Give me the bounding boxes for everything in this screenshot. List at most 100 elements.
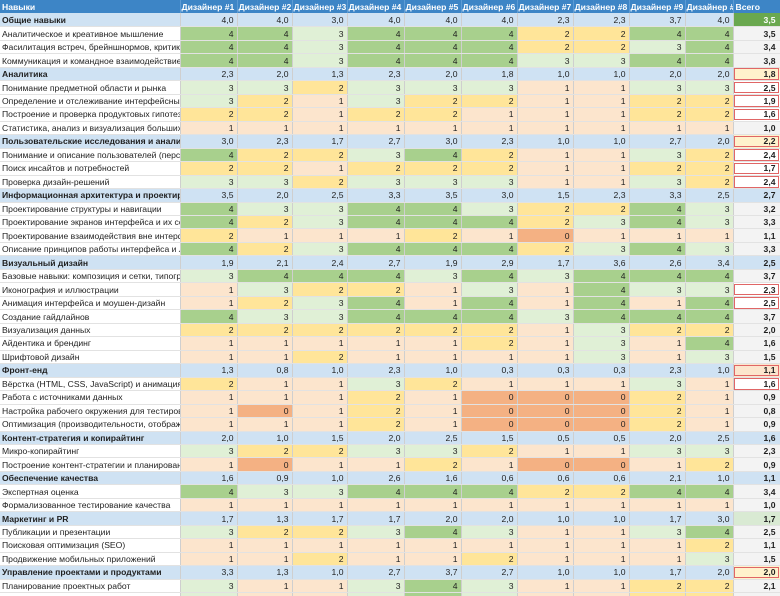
score-cell[interactable]: 2 — [237, 215, 293, 230]
score-cell[interactable]: 3 — [237, 80, 293, 95]
score-cell[interactable]: 0,6 — [573, 471, 630, 486]
score-cell[interactable]: 1 — [685, 390, 734, 405]
skill-label[interactable]: Коммуникация и командное взаимодействие — [0, 53, 181, 68]
score-cell[interactable]: 1 — [347, 498, 405, 513]
total-cell[interactable]: 0,9 — [733, 457, 780, 472]
score-cell[interactable]: 2 — [404, 457, 462, 472]
score-cell[interactable]: 4 — [404, 242, 462, 257]
score-cell[interactable]: 1,5 — [292, 431, 348, 445]
score-cell[interactable]: 2 — [461, 444, 518, 459]
score-cell[interactable]: 3 — [292, 296, 348, 311]
total-cell[interactable]: 1,6 — [733, 377, 780, 392]
score-cell[interactable]: 1 — [517, 121, 574, 136]
score-cell[interactable]: 1,3 — [237, 511, 293, 526]
score-cell[interactable]: 1,7 — [629, 511, 686, 526]
score-cell[interactable]: 1 — [347, 538, 405, 553]
score-cell[interactable]: 4 — [629, 242, 686, 257]
score-cell[interactable]: 1 — [237, 121, 293, 136]
skill-label[interactable]: Айдентика и брендинг — [0, 336, 181, 351]
score-cell[interactable]: 3 — [292, 202, 348, 217]
score-cell[interactable]: 2 — [685, 538, 734, 553]
score-cell[interactable]: 1 — [347, 228, 405, 243]
score-cell[interactable]: 2,0 — [237, 188, 293, 203]
score-cell[interactable]: 2 — [237, 444, 293, 459]
score-cell[interactable]: 1 — [237, 228, 293, 243]
score-cell[interactable]: 4 — [629, 202, 686, 217]
score-cell[interactable]: 1 — [292, 390, 348, 405]
score-cell[interactable]: 1 — [292, 498, 348, 513]
score-cell[interactable]: 2 — [347, 323, 405, 338]
score-cell[interactable]: 4 — [180, 26, 238, 41]
score-cell[interactable]: 1 — [180, 404, 238, 419]
score-cell[interactable]: 4,0 — [461, 13, 518, 28]
score-cell[interactable]: 4 — [180, 148, 238, 163]
score-cell[interactable]: 1 — [685, 498, 734, 513]
score-cell[interactable]: 0 — [461, 390, 518, 405]
score-cell[interactable]: 2,0 — [629, 67, 686, 82]
total-cell[interactable]: 1,5 — [733, 552, 780, 567]
score-cell[interactable]: 4 — [237, 53, 293, 68]
score-cell[interactable]: 4 — [404, 592, 462, 596]
score-cell[interactable]: 3 — [685, 444, 734, 459]
score-cell[interactable]: 0,3 — [573, 363, 630, 378]
score-cell[interactable]: 3 — [404, 269, 462, 284]
skill-label[interactable]: Микро-копирайтинг — [0, 444, 181, 459]
score-cell[interactable]: 3 — [292, 484, 348, 499]
score-cell[interactable]: 1 — [517, 498, 574, 513]
score-cell[interactable]: 2,7 — [347, 255, 405, 270]
score-cell[interactable]: 4 — [404, 53, 462, 68]
score-cell[interactable]: 2 — [461, 161, 518, 176]
total-cell[interactable]: 3,4 — [733, 484, 780, 499]
total-cell[interactable]: 3,4 — [733, 40, 780, 55]
score-cell[interactable]: 1 — [292, 417, 348, 432]
score-cell[interactable]: 3,3 — [347, 188, 405, 203]
skill-label[interactable]: Построение контент-стратегии и планирова… — [0, 457, 181, 472]
score-cell[interactable]: 1 — [237, 592, 293, 596]
score-cell[interactable]: 1 — [237, 538, 293, 553]
score-cell[interactable]: 3 — [292, 309, 348, 324]
score-cell[interactable]: 1 — [629, 498, 686, 513]
score-cell[interactable]: 1 — [237, 377, 293, 392]
score-cell[interactable]: 4 — [404, 148, 462, 163]
score-cell[interactable]: 3 — [180, 175, 238, 190]
total-cell[interactable]: 3,3 — [733, 215, 780, 230]
score-cell[interactable]: 1 — [685, 417, 734, 432]
total-cell[interactable]: 1,6 — [733, 431, 780, 445]
total-cell[interactable]: 2,5 — [733, 255, 780, 270]
score-cell[interactable]: 3 — [461, 175, 518, 190]
score-cell[interactable]: 1 — [347, 457, 405, 472]
score-cell[interactable]: 1 — [517, 282, 574, 297]
score-cell[interactable]: 1 — [517, 148, 574, 163]
score-cell[interactable]: 4 — [573, 296, 630, 311]
score-cell[interactable]: 2,3 — [517, 13, 574, 28]
score-cell[interactable]: 3 — [629, 175, 686, 190]
score-cell[interactable]: 0,3 — [517, 363, 574, 378]
score-cell[interactable]: 1 — [573, 94, 630, 109]
score-cell[interactable]: 4 — [629, 26, 686, 41]
score-cell[interactable]: 1 — [237, 498, 293, 513]
score-cell[interactable]: 2 — [629, 417, 686, 432]
score-cell[interactable]: 2 — [404, 94, 462, 109]
score-cell[interactable]: 1,6 — [404, 471, 462, 486]
score-cell[interactable]: 2 — [292, 323, 348, 338]
score-cell[interactable]: 2 — [237, 323, 293, 338]
score-cell[interactable]: 1 — [292, 121, 348, 136]
score-cell[interactable]: 3 — [685, 552, 734, 567]
score-cell[interactable]: 4 — [461, 242, 518, 257]
score-cell[interactable]: 4 — [685, 525, 734, 540]
score-cell[interactable]: 2 — [629, 390, 686, 405]
total-cell[interactable]: 1,0 — [733, 121, 780, 136]
score-cell[interactable]: 1,0 — [292, 363, 348, 378]
skill-label[interactable]: Понимание предметной области и рынка — [0, 80, 181, 95]
score-cell[interactable]: 2 — [461, 94, 518, 109]
score-cell[interactable]: 0,6 — [517, 471, 574, 486]
score-cell[interactable]: 1 — [292, 538, 348, 553]
score-cell[interactable]: 3 — [180, 444, 238, 459]
skill-label[interactable]: Визуализация данных — [0, 323, 181, 338]
score-cell[interactable]: 1 — [685, 404, 734, 419]
score-cell[interactable]: 2 — [517, 26, 574, 41]
score-cell[interactable]: 0,5 — [573, 431, 630, 445]
score-cell[interactable]: 2 — [180, 377, 238, 392]
skill-label[interactable]: Работа с источниками данных — [0, 390, 181, 405]
skill-label[interactable]: Продвижение мобильных приложений — [0, 552, 181, 567]
